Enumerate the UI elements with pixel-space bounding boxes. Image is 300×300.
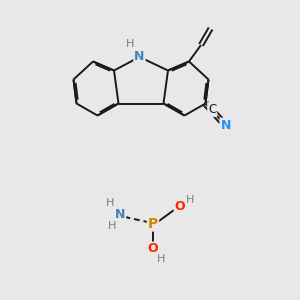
Text: N: N [220,118,231,132]
Text: N: N [134,50,145,64]
Text: H: H [106,198,115,208]
Text: N: N [115,208,125,221]
Text: O: O [148,242,158,256]
Text: C: C [208,103,216,116]
Text: H: H [186,195,195,206]
Text: H: H [157,254,166,264]
Text: H: H [126,38,135,49]
Text: H: H [108,221,117,231]
Text: O: O [175,200,185,214]
Text: P: P [148,217,158,230]
